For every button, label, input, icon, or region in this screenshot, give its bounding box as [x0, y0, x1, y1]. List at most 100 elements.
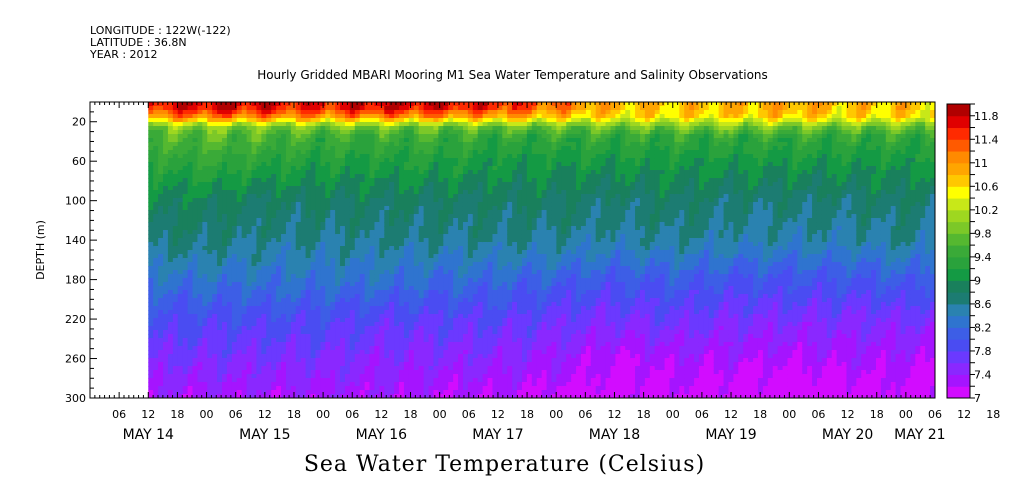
temperature-cell	[364, 202, 371, 207]
temperature-cell	[182, 390, 189, 395]
temperature-cell	[472, 130, 479, 135]
temperature-cell	[325, 174, 331, 179]
temperature-cell	[443, 218, 449, 223]
temperature-cell	[389, 242, 395, 247]
temperature-cell	[408, 302, 415, 307]
temperature-cell	[453, 314, 459, 319]
temperature-cell	[462, 102, 469, 107]
temperature-cell	[472, 242, 479, 247]
temperature-cell	[261, 266, 267, 271]
temperature-cell	[212, 314, 218, 319]
temperature-cell	[305, 106, 312, 111]
temperature-cell	[285, 182, 292, 187]
temperature-cell	[394, 390, 400, 395]
temperature-cell	[477, 166, 484, 171]
temperature-cell	[197, 106, 203, 111]
temperature-cell	[462, 234, 469, 239]
temperature-cell	[320, 194, 326, 199]
temperature-cell	[246, 262, 253, 267]
temperature-cell	[192, 174, 199, 179]
temperature-cell	[222, 310, 228, 315]
temperature-cell	[418, 258, 425, 263]
temperature-cell	[222, 182, 228, 187]
temperature-cell	[266, 198, 272, 203]
temperature-cell	[413, 142, 420, 147]
temperature-cell	[394, 210, 400, 215]
temperature-cell	[394, 354, 400, 359]
temperature-cell	[325, 378, 331, 383]
temperature-cell	[163, 118, 169, 123]
temperature-cell	[202, 134, 208, 139]
temperature-cell	[276, 202, 282, 207]
temperature-cell	[153, 102, 159, 107]
temperature-cell	[217, 122, 223, 127]
temperature-cell	[428, 106, 435, 111]
temperature-cell	[403, 254, 410, 259]
temperature-cell	[167, 126, 174, 131]
temperature-cell	[453, 106, 459, 111]
temperature-cell	[167, 102, 174, 107]
temperature-cell	[271, 266, 277, 271]
temperature-cell	[389, 202, 395, 207]
temperature-cell	[217, 342, 223, 347]
temperature-cell	[212, 178, 218, 183]
temperature-cell	[167, 326, 174, 331]
temperature-cell	[295, 306, 302, 311]
temperature-cell	[251, 170, 258, 175]
temperature-cell	[226, 302, 233, 307]
temperature-cell	[428, 318, 435, 323]
temperature-cell	[448, 322, 454, 327]
temperature-cell	[172, 110, 179, 115]
temperature-cell	[433, 234, 439, 239]
temperature-cell	[394, 346, 400, 351]
temperature-cell	[462, 214, 469, 219]
temperature-cell	[222, 138, 228, 143]
temperature-cell	[433, 274, 439, 279]
temperature-cell	[148, 386, 154, 391]
temperature-cell	[335, 110, 341, 115]
temperature-cell	[408, 378, 415, 383]
temperature-cell	[182, 374, 189, 379]
temperature-cell	[428, 342, 435, 347]
temperature-cell	[428, 386, 435, 391]
temperature-cell	[187, 138, 194, 143]
temperature-cell	[389, 314, 395, 319]
temperature-cell	[344, 142, 351, 147]
temperature-cell	[266, 302, 272, 307]
temperature-cell	[226, 322, 233, 327]
temperature-cell	[261, 226, 267, 231]
temperature-cell	[433, 242, 439, 247]
temperature-cell	[177, 246, 184, 251]
temperature-cell	[167, 118, 174, 123]
temperature-cell	[177, 254, 184, 259]
temperature-cell	[433, 330, 439, 335]
temperature-cell	[399, 286, 405, 291]
temperature-cell	[472, 306, 479, 311]
temperature-cell	[344, 218, 351, 223]
temperature-cell	[467, 354, 474, 359]
temperature-cell	[271, 126, 277, 131]
temperature-cell	[413, 182, 420, 187]
temperature-cell	[187, 202, 194, 207]
temperature-cell	[192, 270, 199, 275]
temperature-cell	[418, 354, 425, 359]
temperature-cell	[187, 154, 194, 159]
temperature-cell	[236, 234, 243, 239]
temperature-cell	[222, 102, 228, 107]
temperature-cell	[285, 306, 292, 311]
temperature-cell	[153, 334, 159, 339]
temperature-cell	[300, 382, 307, 387]
temperature-cell	[207, 318, 213, 323]
temperature-cell	[413, 370, 420, 375]
temperature-cell	[315, 210, 321, 215]
temperature-cell	[256, 106, 262, 111]
temperature-cell	[423, 274, 430, 279]
temperature-cell	[448, 330, 454, 335]
temperature-cell	[217, 242, 223, 247]
temperature-cell	[290, 326, 297, 331]
temperature-cell	[207, 190, 213, 195]
temperature-cell	[394, 302, 400, 307]
temperature-cell	[389, 138, 395, 143]
temperature-cell	[207, 150, 213, 155]
temperature-cell	[295, 358, 302, 363]
